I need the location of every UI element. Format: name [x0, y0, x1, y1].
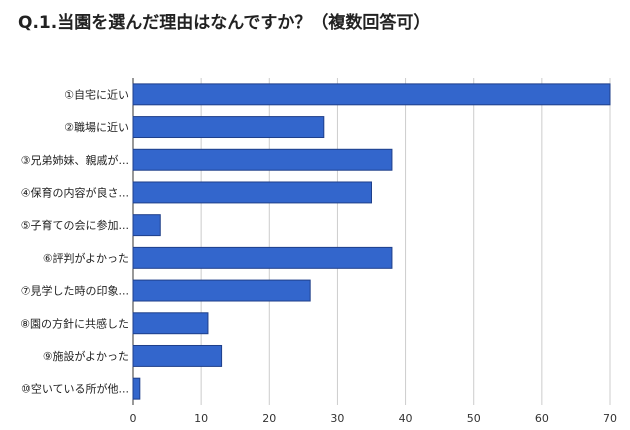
x-axis-ticks: 0 10 20 30 40 50 60 70 — [130, 412, 618, 425]
bar[interactable] — [132, 377, 141, 400]
x-tick-label: 60 — [535, 412, 549, 425]
gridlines — [132, 78, 611, 405]
bar[interactable] — [132, 181, 372, 204]
category-label: ③兄弟姉妹、親戚が... — [21, 153, 129, 167]
bar[interactable] — [132, 312, 209, 335]
chart-title: Q.1.当園を選んだ理由はなんですか？（複数回答可） — [18, 13, 431, 33]
bar[interactable] — [132, 214, 161, 237]
category-label: ⑥評判がよかった — [43, 251, 129, 265]
category-label: ②職場に近い — [64, 121, 129, 134]
category-label: ①自宅に近い — [64, 87, 129, 101]
category-label: ⑦見学した時の印象... — [21, 284, 129, 298]
x-tick-label: 40 — [399, 412, 413, 425]
bar[interactable] — [132, 344, 223, 367]
category-label: ⑨施設がよかった — [43, 349, 129, 363]
x-tick-label: 20 — [262, 412, 276, 425]
bar[interactable] — [132, 83, 611, 106]
bar[interactable] — [132, 279, 311, 302]
category-label: ⑩空いている所が他... — [21, 382, 129, 396]
x-tick-label: 50 — [467, 412, 481, 425]
bar[interactable] — [132, 246, 393, 269]
category-label: ⑧園の方針に共感した — [20, 316, 129, 330]
x-tick-label: 0 — [130, 412, 137, 425]
category-label: ④保育の内容が良さ... — [21, 185, 129, 199]
category-labels: ①自宅に近い ②職場に近い ③兄弟姉妹、親戚が... ④保育の内容が良さ... ⑤子育て… — [20, 87, 129, 395]
bar[interactable] — [132, 116, 325, 139]
x-tick-label: 70 — [603, 412, 617, 425]
category-label: ⑤子育ての会に参加... — [21, 218, 129, 232]
bar[interactable] — [132, 148, 393, 171]
x-tick-label: 10 — [194, 412, 208, 425]
bars — [132, 83, 611, 400]
x-tick-label: 30 — [330, 412, 344, 425]
